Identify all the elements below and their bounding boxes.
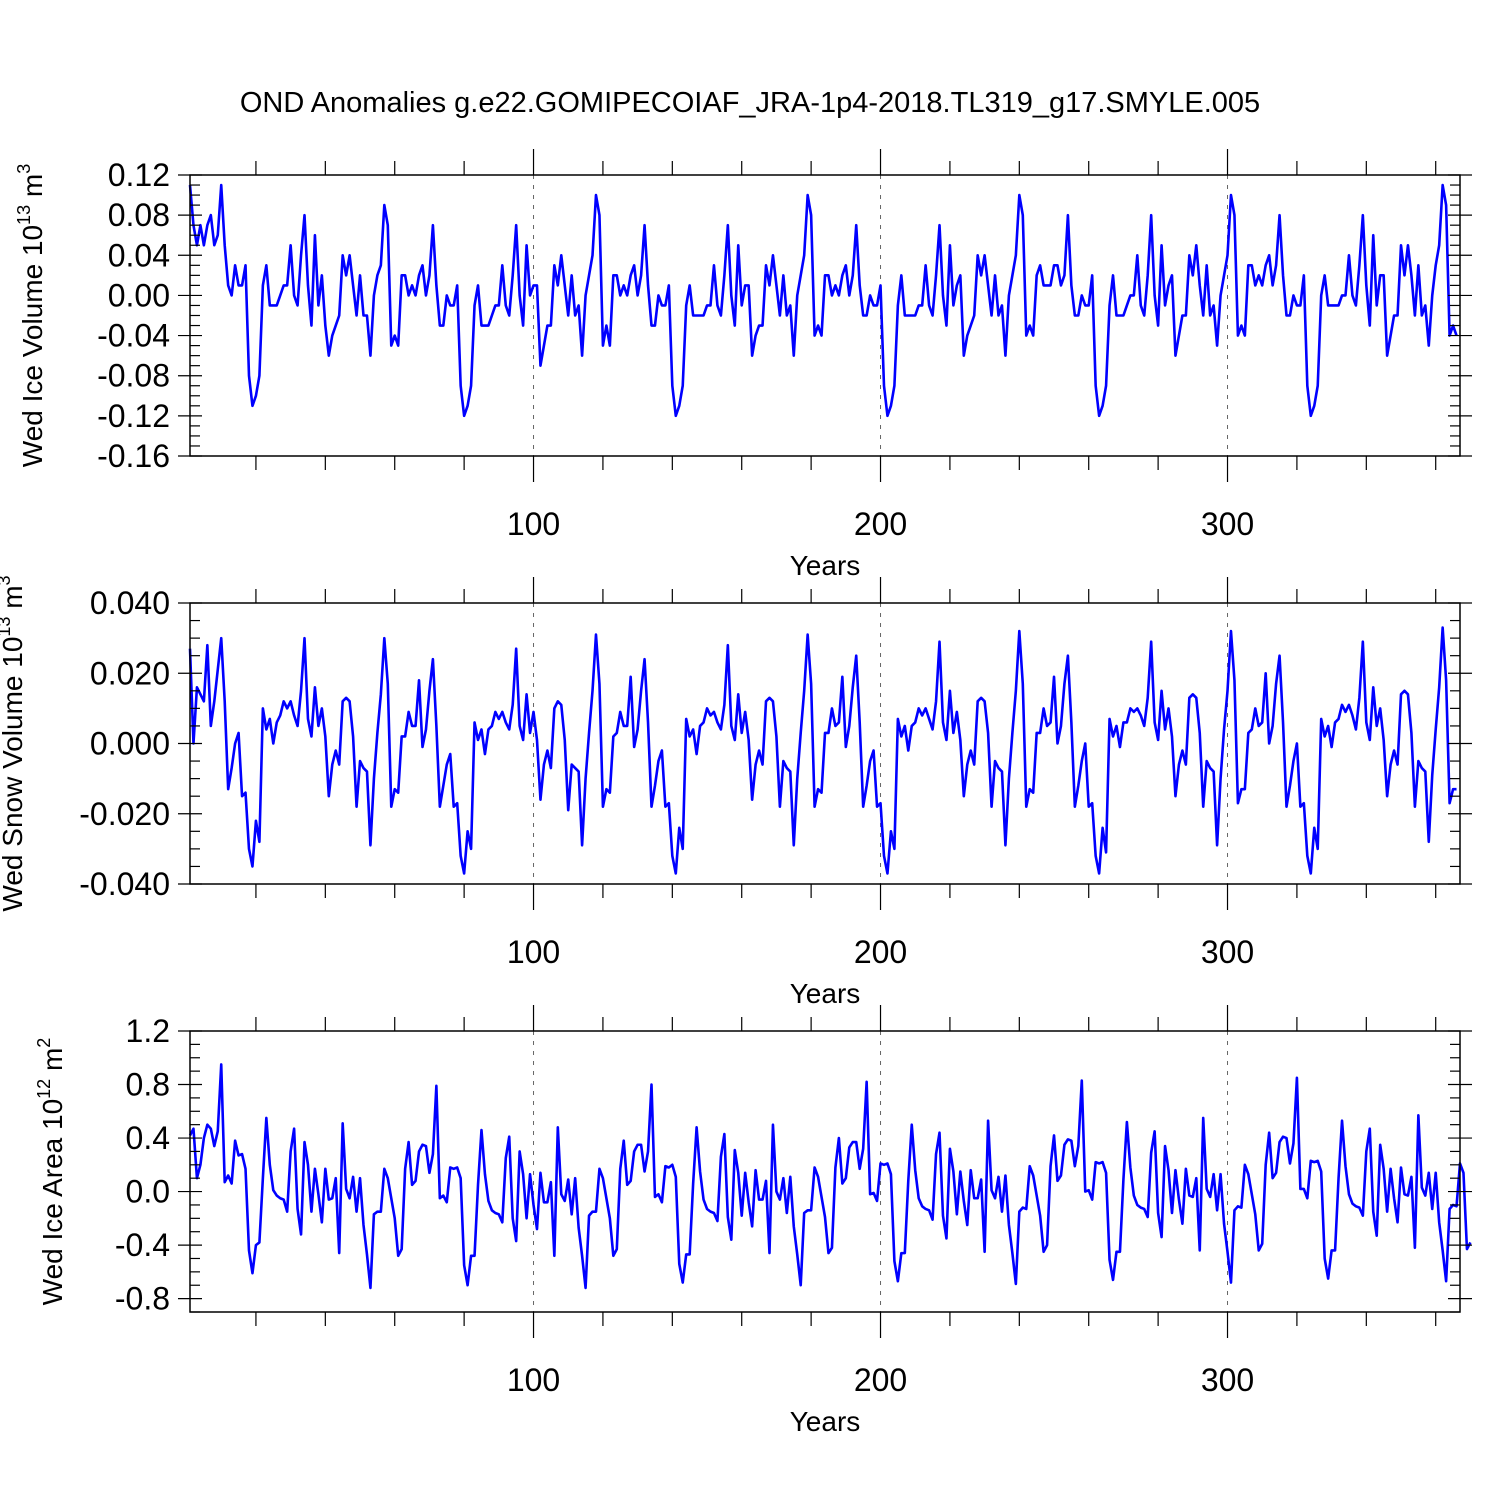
snow-volume-y-axis-title-unit: m <box>0 585 28 616</box>
snow-volume-x-axis-title: Years <box>790 978 861 1009</box>
snow-volume-x-tick-label: 300 <box>1201 934 1254 970</box>
ice-volume-x-axis-title: Years <box>790 550 861 581</box>
ice-volume-y-tick-label: 0.08 <box>108 197 170 233</box>
snow-volume-y-axis-title: Wed Snow Volume 1013 m3 <box>0 575 28 911</box>
ice-volume-y-axis-title-unit: m <box>17 174 48 205</box>
snow-volume-y-tick-label: 0.040 <box>90 585 170 621</box>
ice-volume-y-tick-label: -0.08 <box>97 358 170 394</box>
ice-volume-y-axis-title-main: Wed Ice Volume 10 <box>17 225 48 467</box>
ice-area-y-axis-title-unit: m <box>37 1048 68 1079</box>
ice-volume-x-tick-label: 200 <box>854 506 907 542</box>
snow-volume-y-axis-title-exponent: 13 <box>0 617 14 637</box>
ice-area-x-tick-label: 100 <box>507 1362 560 1398</box>
ice-area-series-line <box>188 1063 1472 1290</box>
ice-volume-x-tick-label: 300 <box>1201 506 1254 542</box>
ice-area-x-tick-label: 300 <box>1201 1362 1254 1398</box>
ice-volume-y-tick-label: 0.12 <box>108 157 170 193</box>
ice-volume-y-tick-label: 0.00 <box>108 277 170 313</box>
snow-volume-y-axis-title-main: Wed Snow Volume 10 <box>0 637 28 912</box>
ice-area-y-axis-title: Wed Ice Area 1012 m2 <box>34 1038 68 1306</box>
ice-volume-y-tick-label: -0.16 <box>97 438 170 474</box>
ice-volume-y-axis-title-unit-exponent: 3 <box>14 164 34 174</box>
snow-volume-series-line <box>188 626 1457 875</box>
ice-area-y-axis-title-exponent: 12 <box>34 1079 54 1099</box>
snow-volume-y-tick-label: 0.000 <box>90 726 170 762</box>
ice-area-x-tick-label: 200 <box>854 1362 907 1398</box>
ice-area-y-axis-title-unit-exponent: 2 <box>34 1038 54 1048</box>
ice-area-plot-frame <box>189 1030 1461 1313</box>
ice-volume-y-tick-label: 0.04 <box>108 237 170 273</box>
snow-volume-y-tick-label: 0.020 <box>90 655 170 691</box>
ice-area-y-tick-label: 0.0 <box>126 1174 170 1210</box>
ice-area-y-tick-label: -0.8 <box>115 1281 170 1317</box>
snow-volume-x-tick-label: 100 <box>507 934 560 970</box>
figure-title: OND Anomalies g.e22.GOMIPECOIAF_JRA-1p4-… <box>240 87 1260 119</box>
snow-volume-x-tick-label: 200 <box>854 934 907 970</box>
panel-ice-area: 100 200 300 Years -0.8 -0.4 0.0 0.4 0.8 1.2 Wed Ic… <box>34 1005 1472 1437</box>
ice-volume-y-tick-label: -0.12 <box>97 398 170 434</box>
ice-area-y-tick-label: 0.8 <box>126 1067 170 1103</box>
ice-volume-plot-frame <box>189 174 1461 457</box>
ice-volume-y-axis-title: Wed Ice Volume 1013 m3 <box>14 164 48 467</box>
panel-ice-volume: 100 200 300 Years -0.16 -0.12 -0.08 -0.04 0.00 0.… <box>14 149 1472 581</box>
snow-volume-y-tick-label: -0.020 <box>79 796 170 832</box>
ice-volume-y-axis-title-exponent: 13 <box>14 205 34 225</box>
ice-area-x-axis-title: Years <box>790 1406 861 1437</box>
ice-area-y-tick-label: 1.2 <box>126 1013 170 1049</box>
ice-volume-x-tick-label: 100 <box>507 506 560 542</box>
snow-volume-y-axis-title-unit-exponent: 3 <box>0 575 14 585</box>
ice-area-y-axis-title-main: Wed Ice Area 10 <box>37 1099 68 1306</box>
ice-area-y-tick-label: -0.4 <box>115 1227 170 1263</box>
ice-volume-series-line <box>188 183 1458 418</box>
ice-volume-y-tick-label: -0.04 <box>97 318 170 354</box>
panel-snow-volume: 100 200 300 Years -0.040 -0.020 0.000 0.020 0.04… <box>0 575 1472 1009</box>
snow-volume-y-tick-label: -0.040 <box>79 866 170 902</box>
ice-area-y-tick-label: 0.4 <box>126 1120 170 1156</box>
